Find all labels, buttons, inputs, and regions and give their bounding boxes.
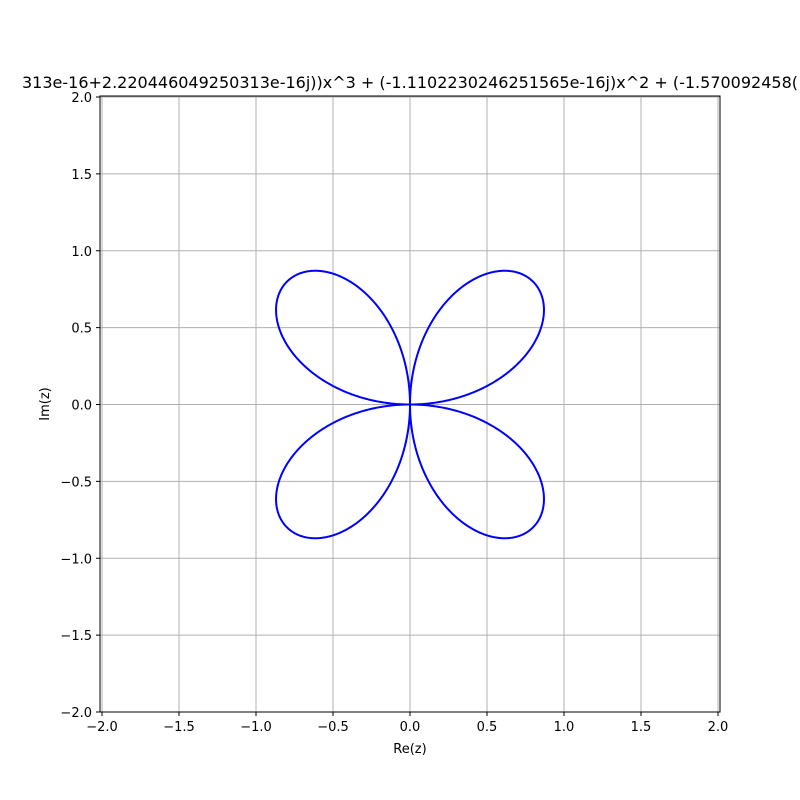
y-tick-label: −2.0: [60, 706, 92, 721]
y-tick-label: 2.0: [71, 91, 92, 106]
x-tick-label: −2.0: [86, 720, 118, 735]
axis-ticks: −2.0 −1.5 −1.0 −0.5 0.0 0.5 1.0 1.5 2.0 −2.0 −1.5 −…: [60, 91, 728, 735]
y-tick-label: −1.0: [60, 552, 92, 567]
x-tick-label: 1.0: [554, 720, 575, 735]
y-tick-label: 1.0: [71, 245, 92, 260]
x-tick-label: 1.5: [631, 720, 652, 735]
y-tick-label: 0.5: [71, 322, 92, 337]
y-tick-label: 0.0: [71, 399, 92, 414]
y-tick-label: −0.5: [60, 475, 92, 490]
y-tick-label: −1.5: [60, 629, 92, 644]
curve-series-line: [275, 269, 545, 540]
x-tick-label: −1.0: [240, 720, 272, 735]
curve-layer: [275, 269, 545, 540]
y-axis-label: Im(z): [38, 387, 53, 420]
x-tick-label: −1.5: [163, 720, 195, 735]
x-tick-label: 0.0: [400, 720, 421, 735]
x-tick-label: −0.5: [317, 720, 349, 735]
y-tick-label: 1.5: [71, 168, 92, 183]
x-axis-label: Re(z): [393, 742, 426, 757]
chart-title: 313e-16+2.220446049250313e-16j))x^3 + (-…: [22, 73, 798, 92]
x-tick-label: 0.5: [477, 720, 498, 735]
x-tick-label: 2.0: [708, 720, 729, 735]
